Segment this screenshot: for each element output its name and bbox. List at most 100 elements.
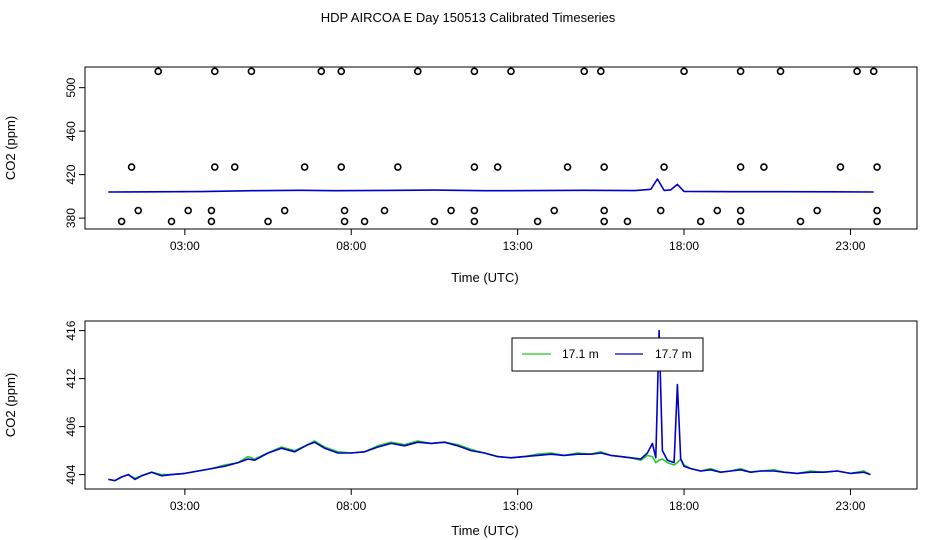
data-point: [207, 217, 216, 226]
data-point: [853, 67, 861, 76]
data-point: [413, 67, 422, 76]
data-point: [507, 67, 515, 76]
data-point: [713, 206, 722, 215]
y-tick-label: 380: [64, 208, 78, 228]
x-axis-label: Time (UTC): [451, 270, 518, 285]
data-point: [550, 206, 559, 215]
data-point: [736, 206, 745, 215]
series-layer: [108, 329, 871, 482]
data-point: [430, 217, 439, 226]
data-point: [813, 206, 821, 215]
data-point: [760, 163, 768, 171]
x-tick-label: 13:00: [503, 239, 533, 253]
data-point: [869, 67, 878, 76]
y-tick-label: 412: [64, 368, 78, 388]
data-point: [317, 67, 326, 76]
x-tick-label: 08:00: [336, 499, 366, 513]
data-point: [600, 217, 608, 226]
data-point: [600, 206, 608, 215]
x-tick-label: 08:00: [336, 239, 366, 253]
data-point: [736, 67, 745, 76]
plot-frame: [84, 66, 918, 230]
x-tick-label: 03:00: [170, 499, 200, 513]
x-tick-label: 23:00: [835, 499, 865, 513]
data-point: [300, 163, 309, 171]
data-point: [117, 217, 126, 226]
data-point: [736, 163, 745, 171]
data-point: [493, 163, 502, 171]
data-point: [167, 217, 176, 226]
series-line-17-7-m: [108, 329, 871, 482]
data-point: [836, 163, 845, 171]
x-axis: 03:00 08:00 13:00 18:00 23:00: [170, 229, 866, 253]
data-point: [660, 163, 668, 171]
data-point: [380, 206, 389, 215]
x-tick-label: 03:00: [170, 239, 200, 253]
panel-bottom: 03:00 08:00 13:00 18:00 23:00 404 406 412 416 T…: [3, 320, 918, 538]
x-axis-label: Time (UTC): [451, 523, 518, 538]
data-point: [337, 67, 346, 76]
data-point: [337, 163, 346, 171]
data-point: [533, 217, 542, 226]
legend-label: 17.7 m: [655, 347, 692, 361]
data-point: [600, 163, 608, 171]
y-tick-label: 404: [64, 464, 78, 484]
data-point: [470, 217, 479, 226]
data-point: [447, 206, 455, 215]
y-axis: 380 420 460 500: [64, 77, 85, 228]
data-point: [264, 217, 272, 226]
data-point: [776, 67, 785, 76]
data-point: [247, 67, 256, 76]
legend: 17.1 m 17.7 m: [511, 337, 704, 372]
x-axis: 03:00 08:00 13:00 18:00 23:00: [170, 489, 866, 513]
data-point: [470, 163, 479, 171]
x-tick-label: 13:00: [503, 499, 533, 513]
panel-top: 03:00 08:00 13:00 18:00 23:00 380 420 460 500 T…: [3, 66, 918, 285]
data-point: [340, 217, 349, 226]
x-tick-label: 23:00: [835, 239, 865, 253]
chart-title: HDP AIRCOA E Day 150513 Calibrated Times…: [321, 10, 616, 25]
y-tick-label: 500: [64, 77, 78, 97]
plot-frame: [84, 320, 918, 490]
data-point: [210, 163, 219, 171]
y-tick-label: 420: [64, 164, 78, 184]
y-axis-label: CO2 (ppm): [3, 116, 18, 180]
data-point: [394, 163, 402, 171]
data-point: [656, 206, 665, 215]
data-point: [127, 163, 136, 171]
data-point: [230, 163, 239, 171]
data-point: [696, 217, 705, 226]
legend-box: [511, 337, 704, 372]
data-point: [207, 206, 216, 215]
y-axis-label: CO2 (ppm): [3, 373, 18, 437]
data-point: [873, 217, 881, 226]
data-point: [280, 206, 289, 215]
x-tick-label: 18:00: [669, 499, 699, 513]
data-point: [597, 67, 605, 76]
data-point: [873, 206, 881, 215]
legend-label: 17.1 m: [562, 347, 599, 361]
data-point: [796, 217, 805, 226]
y-tick-label: 406: [64, 416, 78, 436]
data-point: [680, 67, 688, 76]
y-axis: 404 406 412 416: [64, 320, 85, 485]
data-point: [736, 217, 745, 226]
series-line-17-1-m: [108, 440, 871, 482]
data-point: [580, 67, 589, 76]
data-point: [340, 206, 349, 215]
data-point: [563, 163, 572, 171]
x-tick-label: 18:00: [669, 239, 699, 253]
data-point: [873, 163, 881, 171]
data-point: [470, 206, 479, 215]
data-point: [470, 67, 479, 76]
data-point: [154, 67, 163, 76]
series-line: [108, 178, 874, 193]
data-point: [360, 217, 369, 226]
series-layer: [108, 67, 881, 226]
y-tick-label: 460: [64, 121, 78, 141]
data-point: [623, 217, 632, 226]
data-point: [134, 206, 143, 215]
data-point: [184, 206, 192, 215]
y-tick-label: 416: [64, 320, 78, 340]
